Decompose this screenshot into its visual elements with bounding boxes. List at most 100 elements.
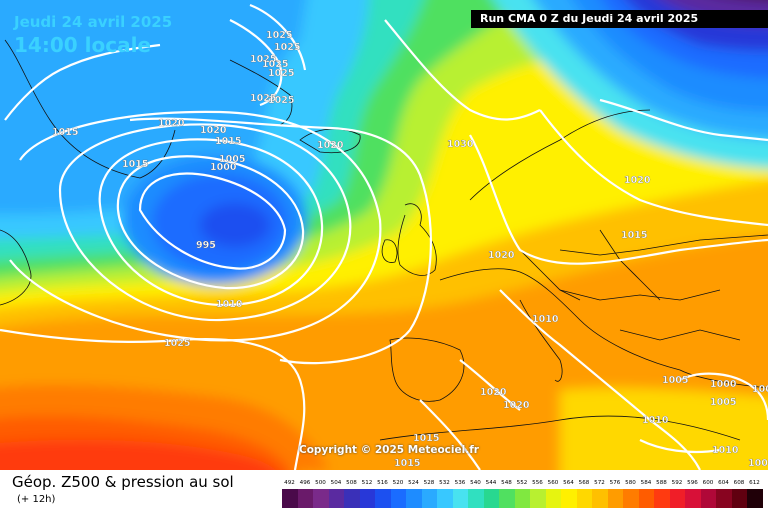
isobar-1030 <box>384 19 541 121</box>
europe-coast <box>439 268 768 389</box>
isobar-label: 1010 <box>642 415 669 426</box>
isobar-1025-north-outer <box>249 3 307 71</box>
scale-color-swatch <box>421 489 437 508</box>
forecast-date: Jeudi 24 avril 2025 <box>14 13 173 31</box>
isobar-label: 1000 <box>748 458 768 469</box>
isobar-label: 1020 <box>480 387 507 398</box>
scale-color-swatch <box>592 489 608 508</box>
scale-value-label: 604 <box>718 480 729 486</box>
scale-color-swatch <box>576 489 592 508</box>
north-africa-coast <box>379 415 741 441</box>
coastlines <box>0 39 768 441</box>
isobar-label: 1015 <box>52 127 78 138</box>
scale-value-label: 492 <box>284 480 295 486</box>
scale-color-swatch <box>313 489 329 508</box>
border-line <box>599 229 661 301</box>
iberia-coast <box>389 337 465 402</box>
scale-value-label: 596 <box>687 480 698 486</box>
scale-value-label: 496 <box>299 480 311 486</box>
isobar-1025-north <box>229 19 283 107</box>
forecast-time: 14:00 locale <box>14 33 151 57</box>
isobar-label: 1025 <box>268 68 294 79</box>
isobar-1015-africa <box>419 399 481 470</box>
scale-color-swatch <box>297 489 313 508</box>
scale-color-swatch <box>545 489 561 508</box>
map-title: Géop. Z500 & pression au sol <box>12 473 234 491</box>
border-line <box>559 234 768 256</box>
scale-value-label: 556 <box>532 480 543 486</box>
isobar-label: 1005 <box>219 154 245 165</box>
scale-value-label: 588 <box>656 480 667 486</box>
scale-value-label: 568 <box>578 480 590 486</box>
scale-color-swatch <box>654 489 670 508</box>
scale-color-swatch <box>530 489 546 508</box>
isobar-label: 1025 <box>250 54 276 65</box>
scale-value-label: 540 <box>470 480 481 486</box>
isobar-label: 1025 <box>266 30 292 41</box>
geopotential-color-field <box>0 0 768 470</box>
scale-color-swatch <box>561 489 577 508</box>
isobar-label: 1030 <box>447 139 474 150</box>
isobar-1015 <box>9 110 382 342</box>
scale-value-label: 608 <box>733 480 745 486</box>
scale-value-label: 572 <box>594 480 605 486</box>
scale-color-swatch <box>623 489 639 508</box>
isobar-label: 1015 <box>215 136 241 147</box>
scale-color-swatch <box>499 489 515 508</box>
isobar-label: 1015 <box>621 230 647 241</box>
scale-color-swatch <box>375 489 391 508</box>
scale-value-label: 500 <box>315 480 326 486</box>
britain-coast <box>397 203 437 276</box>
isobar-label: 1020 <box>200 125 227 136</box>
scale-value-label: 548 <box>501 480 512 486</box>
scale-color-swatch <box>685 489 701 508</box>
isobars <box>0 3 768 470</box>
scale-color-swatch <box>700 489 716 508</box>
scale-value-label: 552 <box>516 480 528 486</box>
scale-color-swatch <box>483 489 499 508</box>
border-line <box>559 289 721 301</box>
isobar-1025 <box>0 328 306 470</box>
isobar-1005-east <box>679 372 768 421</box>
isobar-1020 <box>129 117 433 365</box>
isobar-1015-east <box>539 109 768 227</box>
border-line <box>519 249 581 301</box>
greenland-coast <box>4 39 176 179</box>
scale-color-swatch <box>282 489 298 508</box>
isobar-label: 1005 <box>710 397 736 408</box>
isobar-1000 <box>116 155 305 290</box>
isobar-1005 <box>98 138 324 307</box>
isobar-label: 1010 <box>712 445 739 456</box>
scale-color-swatch <box>747 489 763 508</box>
italy-coast <box>519 299 563 382</box>
scale-value-label: 536 <box>454 480 466 486</box>
scale-value-label: 512 <box>361 480 373 486</box>
isobar-label: 1010 <box>532 314 559 325</box>
isobar-label: 1025 <box>250 93 276 104</box>
forecast-offset: (+ 12h) <box>17 494 56 505</box>
iceland-coast <box>299 128 361 154</box>
scale-value-label: 580 <box>625 480 636 486</box>
scale-value-label: 544 <box>485 480 497 486</box>
scale-color-swatch <box>669 489 685 508</box>
scale-value-label: 564 <box>563 480 574 486</box>
isobar-label: 1020 <box>317 140 344 151</box>
copyright-text: Copyright © 2025 Meteociel.fr <box>299 444 479 456</box>
isobar-label: 1005 <box>662 375 688 386</box>
scale-color-swatch <box>359 489 375 508</box>
scale-value-label: 592 <box>671 480 683 486</box>
isobar-label: 1000 <box>752 384 768 395</box>
isobar-label: 1020 <box>488 250 515 261</box>
color-scale: 492 496 500 504 508 512 516 520 524 528 532 536 540 5… <box>282 479 763 511</box>
isobar-1010-south <box>499 289 701 470</box>
scale-value-label: 560 <box>547 480 559 486</box>
svalbard-coast <box>229 59 293 126</box>
scale-color-swatch <box>437 489 453 508</box>
scale-color-swatch <box>731 489 747 508</box>
isobar-labels: 1025 1025 1025 1025 1025 1025 1025 1015 … <box>52 30 768 469</box>
scale-value-label: 520 <box>392 480 404 486</box>
isobar-label: 1020 <box>503 400 530 411</box>
scale-value-label: 576 <box>609 480 621 486</box>
isobar-label: 1015 <box>122 159 148 170</box>
